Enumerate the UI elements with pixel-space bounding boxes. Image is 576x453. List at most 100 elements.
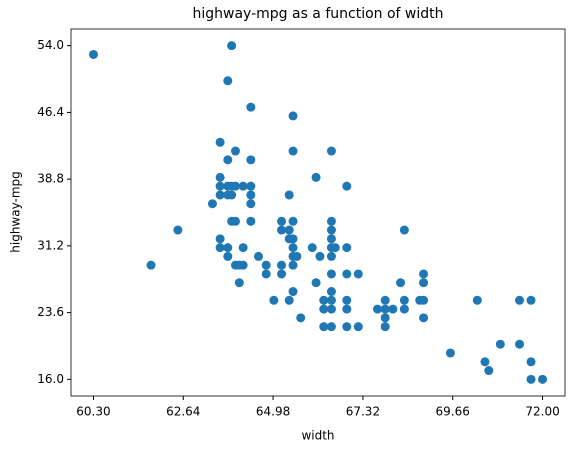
point: [319, 295, 329, 305]
point: [277, 225, 287, 235]
point: [396, 278, 406, 288]
point: [388, 304, 398, 314]
point: [288, 146, 298, 156]
point: [538, 374, 548, 384]
point: [288, 216, 298, 226]
point: [326, 322, 336, 332]
point: [326, 304, 336, 314]
point: [230, 216, 240, 226]
point: [480, 357, 490, 367]
point: [342, 322, 352, 332]
point: [353, 322, 363, 332]
point: [230, 181, 240, 191]
x-tick-label: 67.32: [346, 405, 380, 419]
point: [342, 295, 352, 305]
point: [230, 146, 240, 156]
point: [484, 366, 494, 376]
point: [342, 181, 352, 191]
point: [315, 251, 325, 261]
point: [261, 260, 271, 270]
point: [288, 111, 298, 121]
point: [311, 278, 321, 288]
point: [215, 181, 225, 191]
point: [284, 295, 294, 305]
point: [254, 251, 264, 261]
y-tick-label: 23.6: [37, 305, 64, 319]
y-tick-label: 54.0: [37, 38, 64, 52]
point: [284, 190, 294, 200]
point: [380, 322, 390, 332]
y-tick-label: 46.4: [37, 105, 64, 119]
point: [319, 322, 329, 332]
point: [326, 225, 336, 235]
point: [342, 269, 352, 279]
point: [238, 243, 248, 253]
point: [215, 137, 225, 147]
point: [445, 348, 455, 358]
point: [277, 269, 287, 279]
point: [399, 295, 409, 305]
point: [246, 199, 256, 209]
chart-title: highway-mpg as a function of width: [192, 6, 443, 22]
point: [472, 295, 482, 305]
point: [261, 269, 271, 279]
y-tick-label: 16.0: [37, 372, 64, 386]
point: [419, 295, 429, 305]
point: [380, 304, 390, 314]
point: [246, 181, 256, 191]
x-tick-label: 72.00: [525, 405, 559, 419]
point: [326, 234, 336, 244]
point: [223, 243, 233, 253]
plot-frame: [70, 28, 566, 397]
point: [288, 287, 298, 297]
point: [246, 155, 256, 165]
point: [215, 243, 225, 253]
x-tick-label: 64.98: [256, 405, 290, 419]
point: [234, 278, 244, 288]
point: [223, 251, 233, 261]
point: [330, 243, 340, 253]
point: [269, 295, 279, 305]
point: [173, 225, 183, 235]
point: [88, 49, 98, 59]
x-tick-label: 69.66: [436, 405, 470, 419]
point: [526, 374, 536, 384]
point: [399, 304, 409, 314]
point: [342, 304, 352, 314]
point: [215, 234, 225, 244]
point: [146, 260, 156, 270]
point: [526, 295, 536, 305]
point: [419, 313, 429, 323]
point: [288, 243, 298, 253]
x-tick-label: 62.64: [166, 405, 200, 419]
point: [380, 295, 390, 305]
point: [319, 304, 329, 314]
point: [326, 251, 336, 261]
point: [227, 190, 237, 200]
point: [238, 181, 248, 191]
point: [292, 251, 302, 261]
point: [419, 269, 429, 279]
point: [288, 234, 298, 244]
point: [215, 190, 225, 200]
y-axis-label: highway-mpg: [9, 171, 23, 252]
point: [326, 295, 336, 305]
point: [326, 216, 336, 226]
point: [238, 260, 248, 270]
y-tick-label: 38.8: [37, 172, 64, 186]
point: [277, 260, 287, 270]
point: [277, 216, 287, 226]
point: [326, 269, 336, 279]
point: [353, 269, 363, 279]
point: [284, 225, 294, 235]
point: [207, 199, 217, 209]
y-tick-label: 31.2: [37, 238, 64, 252]
point: [342, 243, 352, 253]
point: [515, 295, 525, 305]
point: [246, 190, 256, 200]
point: [399, 225, 409, 235]
point: [326, 146, 336, 156]
x-axis-label: width: [301, 429, 334, 443]
point: [223, 76, 233, 86]
